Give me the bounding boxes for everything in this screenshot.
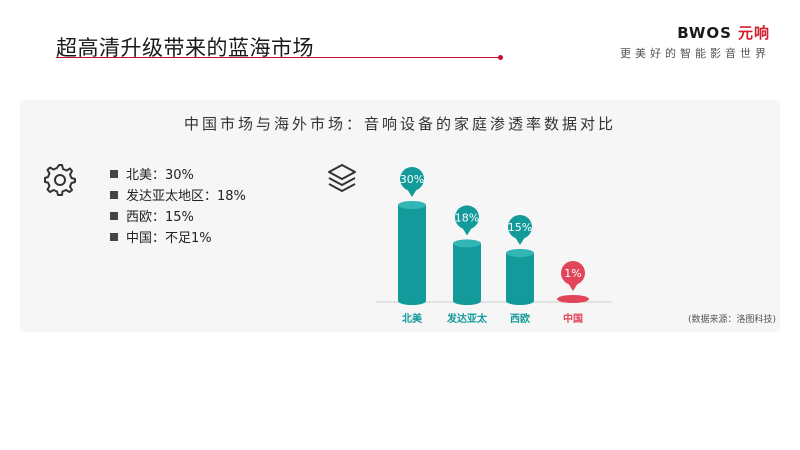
brand-logo: BWOS 元响 (677, 22, 770, 43)
legend-label: 发达亚太地区：18% (126, 189, 246, 204)
bar-base (506, 297, 534, 305)
legend-label: 西欧：15% (126, 210, 194, 225)
bullet-square (110, 233, 118, 241)
title-underline (56, 55, 503, 60)
data-label: 1% (564, 267, 581, 280)
chart-title: 中国市场与海外市场：音响设备的家庭渗透率数据对比 (183, 115, 616, 133)
brand-name-en: BWOS (677, 24, 732, 42)
bar-top (398, 201, 426, 209)
legend-item: 北美：30% (110, 165, 246, 186)
source-note: (数据来源：洛图科技) (687, 315, 776, 325)
bar-base (398, 297, 426, 305)
bar-中国 (557, 295, 589, 303)
legend-list: 北美：30% 发达亚太地区：18% 西欧：15% 中国：不足1% (110, 165, 246, 249)
layers-icon (328, 164, 356, 192)
page-title: 超高清升级带来的蓝海市场 (56, 36, 314, 60)
data-label-bubble (455, 205, 479, 230)
x-tick-label: 西欧 (510, 312, 530, 325)
legend-item: 西欧：15% (110, 207, 246, 228)
bullet-square (110, 191, 118, 199)
data-label-bubble (400, 167, 424, 191)
data-label-pointer (462, 227, 472, 236)
bar-base (453, 297, 481, 305)
data-label-bubble (508, 215, 532, 239)
bar-北美 (398, 205, 426, 301)
bar-top (453, 239, 481, 248)
bullet-square (110, 170, 118, 178)
data-label: 30% (400, 173, 424, 186)
legend-item: 发达亚太地区：18% (110, 186, 246, 207)
legend-item: 中国：不足1% (110, 228, 246, 249)
legend-label: 中国：不足1% (126, 231, 212, 246)
bar-西欧 (506, 253, 534, 301)
data-label-pointer (568, 283, 578, 291)
brand-name-cn: 元响 (737, 24, 770, 42)
legend-label: 北美：30% (126, 168, 194, 183)
x-tick-label: 北美 (402, 312, 423, 325)
x-tick-label: 中国 (563, 312, 583, 325)
bullet-square (110, 212, 118, 220)
x-tick-label: 发达亚太 (446, 312, 488, 325)
data-label-bubble (561, 261, 585, 285)
data-label: 15% (508, 221, 532, 234)
bar-发达亚太 (453, 243, 481, 301)
brand-slogan: 更美好的智能影音世界 (620, 47, 770, 60)
bar-top (506, 249, 534, 257)
data-label-pointer (515, 237, 525, 245)
data-label: 18% (455, 211, 479, 224)
gear-icon (44, 164, 76, 196)
data-label-pointer (407, 189, 417, 197)
